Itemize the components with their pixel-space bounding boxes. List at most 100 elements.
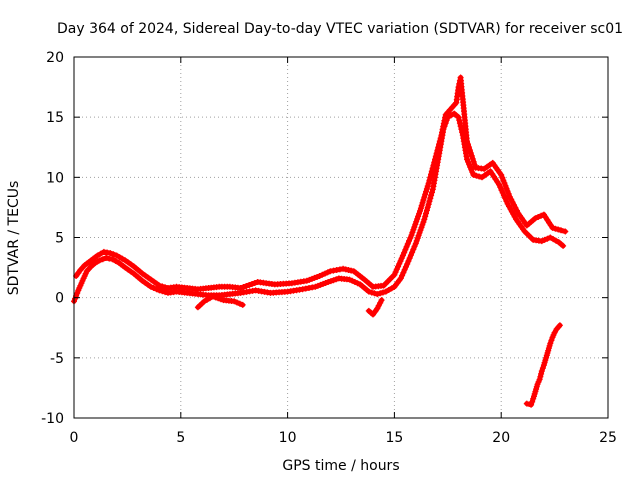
data-point xyxy=(99,256,106,263)
data-point xyxy=(411,243,418,250)
data-point xyxy=(551,329,558,336)
data-point xyxy=(378,297,385,304)
data-point xyxy=(404,261,411,267)
data-point xyxy=(558,227,564,234)
data-point xyxy=(209,293,216,300)
data-point xyxy=(552,225,559,232)
data-point xyxy=(508,196,515,203)
data-point xyxy=(400,269,407,276)
x-tick-label: 20 xyxy=(492,430,510,446)
data-point xyxy=(377,290,384,297)
data-point xyxy=(424,204,431,211)
data-point xyxy=(420,197,427,203)
data-point xyxy=(427,195,434,202)
data-point xyxy=(513,207,520,214)
data-point xyxy=(416,229,423,236)
data-point xyxy=(109,256,116,263)
data-point xyxy=(324,269,331,276)
series-segment-negative xyxy=(523,322,563,408)
data-point xyxy=(402,263,409,270)
data-point xyxy=(421,194,428,201)
data-point xyxy=(234,299,240,306)
data-point xyxy=(469,155,476,162)
data-point xyxy=(415,213,422,220)
data-point xyxy=(562,228,569,235)
data-point xyxy=(432,153,439,160)
data-point xyxy=(112,258,119,264)
data-point xyxy=(72,295,79,302)
data-point xyxy=(397,275,404,282)
data-point xyxy=(437,135,444,142)
data-point xyxy=(349,277,356,284)
data-point xyxy=(501,180,508,186)
data-point xyxy=(500,192,507,199)
data-point xyxy=(555,226,562,233)
data-point xyxy=(422,213,429,220)
data-point xyxy=(433,150,440,157)
data-point xyxy=(422,191,429,198)
series-segment-low xyxy=(194,293,246,311)
x-tick-label: 15 xyxy=(385,430,403,446)
data-point xyxy=(434,147,441,154)
data-point xyxy=(346,276,353,283)
data-series xyxy=(71,74,569,408)
data-point xyxy=(430,162,437,169)
data-point xyxy=(456,117,463,124)
data-point xyxy=(424,183,431,190)
x-tick-label: 0 xyxy=(70,430,79,446)
data-point xyxy=(396,260,403,267)
data-point xyxy=(153,286,160,293)
series-band xyxy=(73,75,568,292)
data-point xyxy=(436,141,442,148)
data-point xyxy=(455,114,462,121)
data-point xyxy=(406,255,413,262)
data-point xyxy=(466,147,473,154)
data-point xyxy=(417,205,424,212)
data-point xyxy=(464,138,470,145)
data-point xyxy=(412,221,419,228)
data-point xyxy=(399,272,406,279)
data-point xyxy=(403,243,410,250)
data-point xyxy=(423,188,429,195)
data-point xyxy=(435,144,442,151)
data-point xyxy=(498,171,505,178)
data-point xyxy=(316,273,323,279)
data-point xyxy=(405,258,412,265)
data-point xyxy=(418,202,425,209)
data-point xyxy=(74,290,81,297)
data-point xyxy=(412,240,419,247)
data-point xyxy=(395,263,402,270)
data-point xyxy=(398,255,405,262)
data-point xyxy=(97,250,104,257)
data-point xyxy=(532,215,539,222)
series-band-lower xyxy=(71,110,567,305)
data-point xyxy=(505,190,512,197)
data-point xyxy=(392,269,399,276)
grid-lines xyxy=(74,57,608,418)
data-point xyxy=(523,400,530,407)
data-point xyxy=(96,257,103,264)
data-point xyxy=(147,283,154,290)
data-point xyxy=(425,180,432,187)
data-point xyxy=(413,218,420,225)
y-tick-label: 10 xyxy=(46,170,64,186)
data-point xyxy=(251,280,258,286)
data-point xyxy=(499,174,506,181)
data-point xyxy=(555,323,562,330)
data-point xyxy=(399,252,406,259)
data-point xyxy=(401,266,408,273)
data-point xyxy=(371,290,378,297)
data-point xyxy=(243,283,250,289)
chart-title: Day 364 of 2024, Sidereal Day-to-day VTE… xyxy=(57,21,623,37)
data-point xyxy=(408,232,415,239)
y-tick-label: 0 xyxy=(55,291,64,307)
data-point xyxy=(150,285,157,291)
data-point xyxy=(471,161,478,168)
data-point xyxy=(419,199,426,206)
data-point xyxy=(428,192,435,199)
data-point xyxy=(420,219,427,226)
data-point xyxy=(544,235,551,242)
data-point xyxy=(465,144,472,151)
data-point xyxy=(406,237,412,244)
data-point xyxy=(414,235,421,242)
